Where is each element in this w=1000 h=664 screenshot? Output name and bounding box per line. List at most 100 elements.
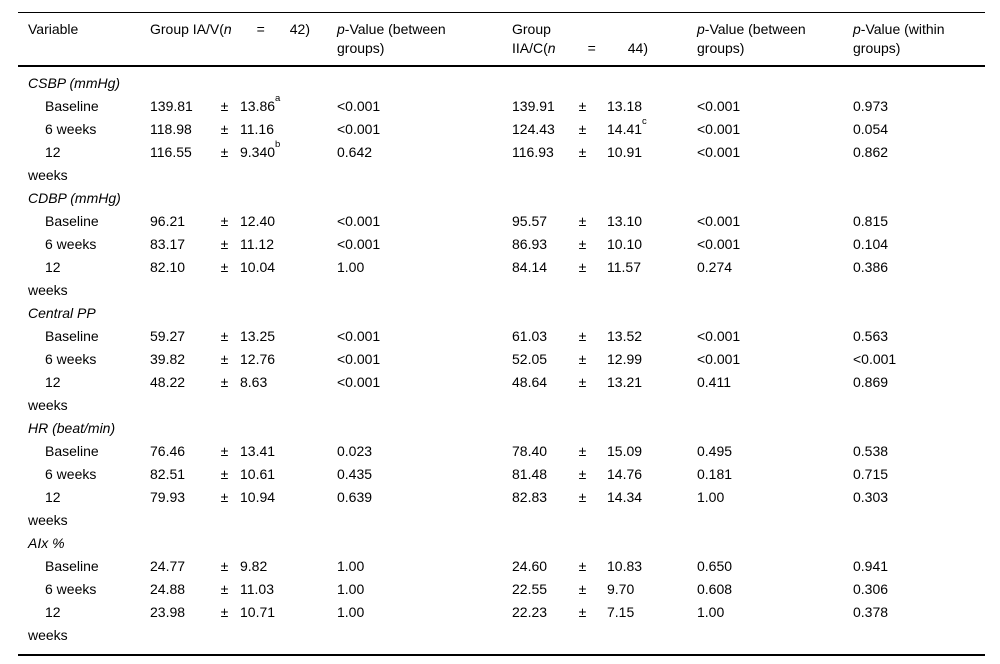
plus-minus-sign: ±	[578, 236, 587, 252]
p-value-between-group2: <0.001	[697, 121, 741, 137]
group2-mean: 116.93	[512, 144, 554, 160]
variable-group-row: CDBP (mmHg)	[18, 187, 985, 210]
group1-sd: 13.86a	[237, 94, 337, 118]
col-header-p-within: p-Value (within groups)	[853, 21, 945, 56]
sd-value: 10.61	[240, 466, 276, 482]
group2-mean: 84.14	[512, 259, 548, 275]
group2-sd: 12.99	[595, 348, 697, 371]
p-value-between-group1: <0.001	[337, 328, 381, 344]
row-label: Baseline	[45, 443, 99, 459]
group2-sd: 10.91	[595, 141, 697, 164]
group2-sd: 9.70	[595, 578, 697, 601]
p-value-between-group2: 0.650	[697, 558, 733, 574]
plus-minus-sign: ±	[220, 374, 229, 390]
sd-value: 10.10	[607, 236, 643, 252]
p-value-between-group2: <0.001	[697, 213, 741, 229]
p-value-within-groups: 0.054	[853, 121, 889, 137]
group1-mean: 139.81	[150, 98, 193, 114]
row-label: Baseline	[45, 558, 99, 574]
sd-value: 11.03	[240, 581, 274, 597]
sd-value: 10.94	[240, 489, 276, 505]
group1-mean: 48.22	[150, 374, 186, 390]
variable-group-row: CSBP (mmHg)	[18, 72, 985, 95]
group2-sd: 13.18	[595, 95, 697, 118]
p-value-within-groups: 0.715	[853, 466, 889, 482]
group1-mean: 76.46	[150, 443, 186, 459]
table-row: 6 weeks 39.82 ±12.76 <0.001 52.05 ±12.99 <0.00…	[18, 348, 985, 371]
p-value-between-group1: 1.00	[337, 604, 365, 620]
group2-sd: 7.15	[595, 601, 697, 624]
group2-mean: 22.55	[512, 581, 548, 597]
sd-value: 14.34	[607, 489, 643, 505]
p-value-between-group1: <0.001	[337, 236, 381, 252]
group1-sd: 11.12	[237, 233, 337, 256]
group1-mean: 96.21	[150, 213, 186, 229]
group2-mean: 52.05	[512, 351, 548, 367]
table-row: Baseline 96.21 ±12.40 <0.001 95.57 ±13.10 <0.0…	[18, 210, 985, 233]
group2-sd: 11.57	[595, 256, 697, 279]
row-label: Baseline	[45, 98, 99, 114]
sd-value: 13.10	[607, 213, 643, 229]
sd-value: 8.63	[240, 374, 268, 390]
row-label: 12 weeks	[28, 144, 68, 183]
col-header-p-between-1: p-Value (between groups)	[337, 21, 446, 56]
group1-name: Group IA/V(n	[150, 21, 232, 37]
row-label: 12 weeks	[28, 489, 68, 528]
p-value-between-group2: 0.274	[697, 259, 733, 275]
table-row: 6 weeks 83.17 ±11.12 <0.001 86.93 ±10.10 <0.00…	[18, 233, 985, 256]
group2-name-line2: IIA/C(n	[512, 40, 556, 56]
group1-sd: 12.40	[237, 210, 337, 233]
plus-minus-sign: ±	[220, 581, 229, 597]
group1-equals: =	[256, 21, 265, 37]
group2-mean: 95.57	[512, 213, 548, 229]
p-value-between-group2: 0.181	[697, 466, 733, 482]
table-header: Variable Group IA/V(n = 42) p-Value (bet…	[18, 13, 985, 67]
table-body: CSBP (mmHg) Baseline 139.81 ±13.86a <0.001 13…	[18, 67, 985, 654]
p-value-between-group1: 0.639	[337, 489, 373, 505]
group1-sd: 10.61	[237, 463, 337, 486]
group2-mean: 139.91	[512, 98, 555, 114]
group1-mean: 59.27	[150, 328, 186, 344]
sd-value: 10.91	[607, 144, 643, 160]
sd-value: 9.340	[240, 144, 276, 160]
plus-minus-sign: ±	[578, 558, 587, 574]
plus-minus-sign: ±	[220, 489, 229, 505]
variable-group-row: Central PP	[18, 302, 985, 325]
plus-minus-sign: ±	[578, 604, 587, 620]
p-value-between-group1: 1.00	[337, 558, 365, 574]
p-value-between-group2: 1.00	[697, 604, 725, 620]
col-header-p-between-2: p-Value (between groups)	[697, 21, 806, 56]
p-value-between-group1: 0.023	[337, 443, 373, 459]
p-value-within-groups: <0.001	[853, 351, 897, 367]
p-value-between-group2: <0.001	[697, 236, 741, 252]
p-value-between-group2: <0.001	[697, 351, 741, 367]
p-value-between-group1: 0.435	[337, 466, 373, 482]
paper-table: Variable Group IA/V(n = 42) p-Value (bet…	[18, 12, 985, 656]
sd-value: 9.82	[240, 558, 268, 574]
plus-minus-sign: ±	[578, 98, 587, 114]
table-row: Baseline 24.77 ±9.82 1.00 24.60 ±10.83 0.650 0.…	[18, 555, 985, 578]
group2-mean: 82.83	[512, 489, 548, 505]
group1-sd: 11.16	[237, 118, 337, 141]
plus-minus-sign: ±	[220, 121, 229, 137]
sd-value: 13.41	[240, 443, 276, 459]
p-value-within-groups: 0.862	[853, 144, 889, 160]
row-label: 6 weeks	[45, 121, 97, 137]
plus-minus-sign: ±	[578, 443, 587, 459]
group1-mean: 82.51	[150, 466, 186, 482]
plus-minus-sign: ±	[220, 328, 229, 344]
sd-value: 11.16	[240, 121, 274, 137]
p-value-between-group1: <0.001	[337, 121, 381, 137]
plus-minus-sign: ±	[220, 213, 229, 229]
row-label: 12 weeks	[28, 604, 68, 643]
group1-sd: 11.03	[237, 578, 337, 601]
group1-sd: 10.04	[237, 256, 337, 279]
plus-minus-sign: ±	[578, 328, 587, 344]
plus-minus-sign: ±	[220, 144, 229, 160]
sd-value: 13.86	[240, 98, 276, 114]
sd-value: 10.71	[240, 604, 276, 620]
row-label: 12 weeks	[28, 259, 68, 298]
p-value-between-group1: 0.642	[337, 144, 373, 160]
table-row: 6 weeks 24.88 ±11.03 1.00 22.55 ±9.70 0.608 0.3…	[18, 578, 985, 601]
group1-sd: 13.41	[237, 440, 337, 463]
